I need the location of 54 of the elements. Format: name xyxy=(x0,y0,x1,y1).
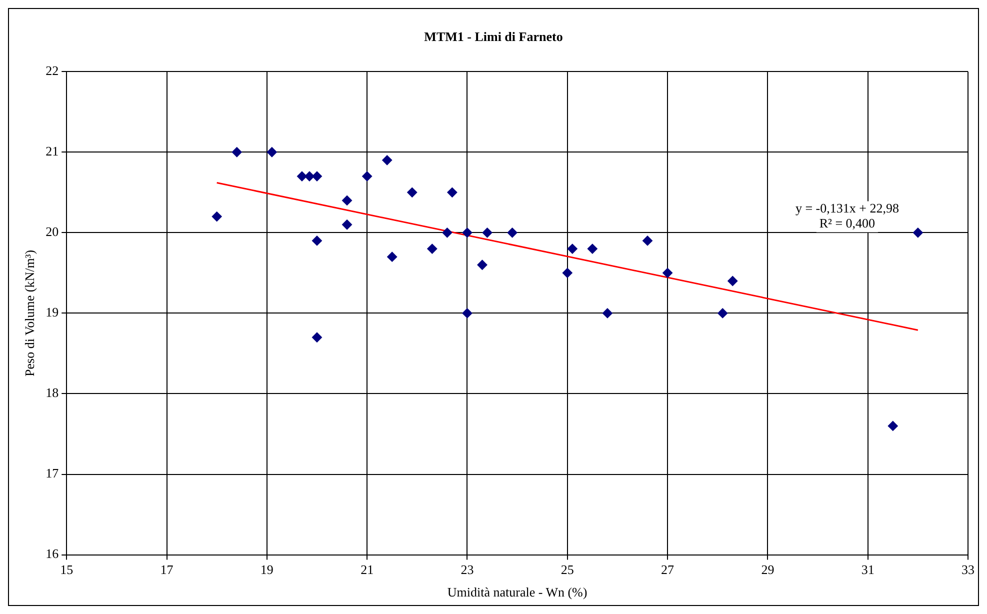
y-tick-label: 20 xyxy=(46,224,59,240)
point xyxy=(362,171,372,182)
x-tick-label: 25 xyxy=(560,562,574,578)
point xyxy=(442,228,452,238)
point xyxy=(407,187,418,198)
point xyxy=(342,195,352,206)
point xyxy=(232,147,242,158)
y-tick-label: 18 xyxy=(46,385,59,400)
point xyxy=(462,308,472,318)
chart-title: MTM1 - Limi di Farneto xyxy=(424,29,563,44)
point xyxy=(296,171,307,182)
point xyxy=(912,228,923,238)
point xyxy=(447,187,458,198)
y-tick-label: 17 xyxy=(46,466,60,481)
point xyxy=(567,244,578,254)
x-tick-label: 27 xyxy=(661,562,675,578)
point xyxy=(728,276,738,286)
point xyxy=(718,308,728,318)
point xyxy=(266,147,277,158)
y-tick-label: 19 xyxy=(46,304,59,320)
x-tick-label: 19 xyxy=(260,562,274,578)
point xyxy=(888,420,898,431)
annotation: R² = 0,400 xyxy=(819,216,876,231)
point xyxy=(342,220,352,230)
point xyxy=(562,268,572,278)
annotation: y = -0,131x + 22,98 xyxy=(795,200,899,216)
x-tick-label: 29 xyxy=(761,562,774,578)
point xyxy=(482,228,492,238)
point xyxy=(477,260,488,270)
x-tick-label: 33 xyxy=(962,562,974,578)
point xyxy=(587,244,598,254)
x-tick-label: 17 xyxy=(160,562,174,578)
point xyxy=(312,332,322,342)
x-tick-label: 23 xyxy=(460,562,474,578)
x-tick-label: 15 xyxy=(60,562,74,578)
x-tick-label: 21 xyxy=(360,562,374,578)
point xyxy=(427,244,438,254)
y-tick-label: 21 xyxy=(46,144,59,159)
x-tick-label: 31 xyxy=(861,562,874,578)
point xyxy=(212,212,222,222)
point xyxy=(382,155,392,166)
point xyxy=(602,308,612,318)
point xyxy=(507,228,518,238)
y-axis-title: Peso di Volume (kN/m³) xyxy=(22,250,38,376)
point xyxy=(312,171,322,182)
point xyxy=(662,268,673,278)
y-tick-label: 22 xyxy=(46,63,59,78)
point xyxy=(642,236,652,246)
point xyxy=(312,236,322,246)
point xyxy=(304,171,314,182)
point xyxy=(387,252,398,262)
y-tick-label: 16 xyxy=(46,546,60,562)
x-axis-title: Umidità naturale - Wn (%) xyxy=(447,584,588,600)
point xyxy=(462,228,472,238)
